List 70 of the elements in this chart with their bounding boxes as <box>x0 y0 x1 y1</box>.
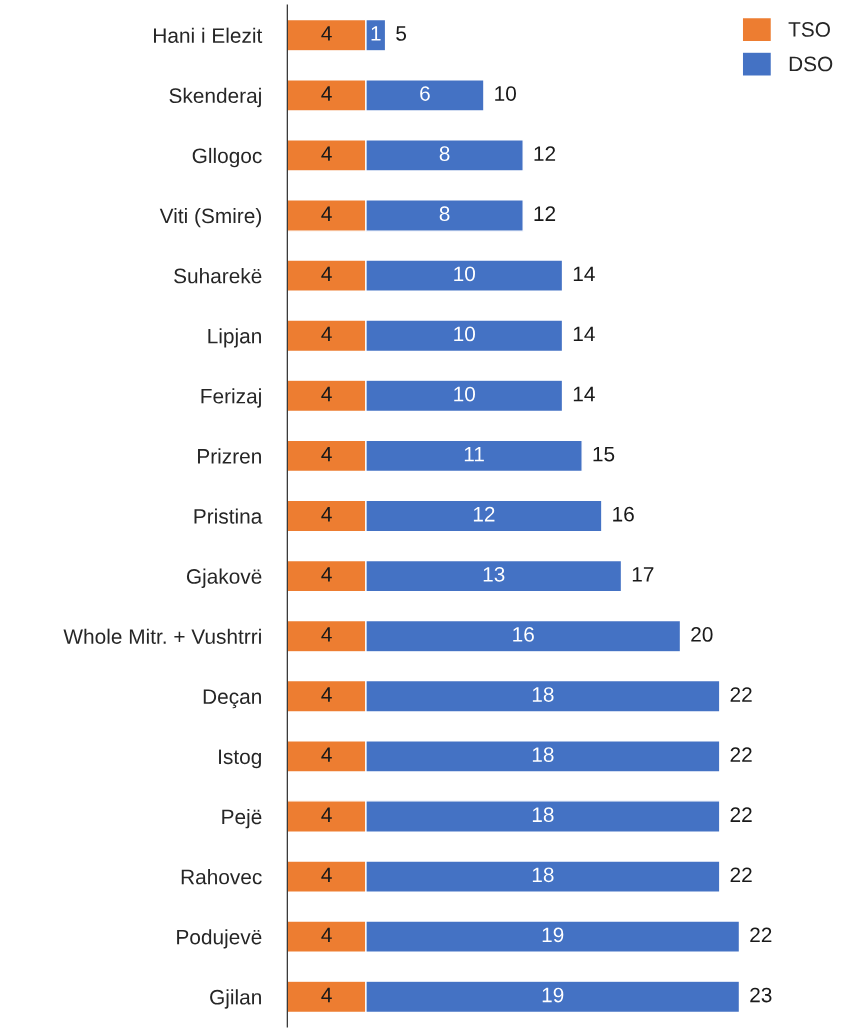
y-tick-label: Lipjan <box>208 328 261 348</box>
total-label: 5 <box>396 26 407 41</box>
total-label: 22 <box>730 687 752 702</box>
y-tick-label: Whole Mitr. + Vushtrri <box>63 628 261 644</box>
data-label: 4 <box>321 266 332 281</box>
data-label: 18 <box>532 747 554 762</box>
y-tick-label: Podujevë <box>177 929 262 949</box>
data-label: 18 <box>532 807 554 823</box>
data-label: 4 <box>321 747 332 762</box>
y-tick-label: Gjilan <box>210 989 261 1009</box>
data-label: 13 <box>483 566 505 582</box>
data-label: 18 <box>532 867 554 883</box>
total-label: 16 <box>613 506 634 522</box>
total-label: 23 <box>750 987 772 1003</box>
data-label: 4 <box>321 807 332 822</box>
total-label: 22 <box>730 807 752 822</box>
data-label: 8 <box>439 206 450 222</box>
data-label: 4 <box>321 927 332 943</box>
data-label: 4 <box>321 146 332 161</box>
total-label: 22 <box>730 867 752 882</box>
total-label: 12 <box>534 206 556 221</box>
data-label: 4 <box>321 627 332 642</box>
total-label: 15 <box>593 446 615 462</box>
data-label: 12 <box>473 506 495 522</box>
data-label: 4 <box>321 867 332 882</box>
y-tick-label: Deçan <box>203 689 261 709</box>
y-tick-label: Suharekë <box>174 268 262 284</box>
y-tick-label: Pejë <box>222 808 262 829</box>
total-label: 14 <box>573 266 595 281</box>
total-label: 14 <box>573 326 595 342</box>
data-label: 18 <box>532 687 554 702</box>
data-label: 10 <box>454 266 476 282</box>
y-tick-label: Gllogoc <box>192 147 262 168</box>
data-label: 11 <box>464 446 484 462</box>
data-label: 4 <box>321 86 332 101</box>
data-label: 6 <box>420 86 430 101</box>
data-label: 4 <box>321 326 332 342</box>
y-tick-label: Gjakovë <box>186 568 262 588</box>
y-tick-label: Rahovec <box>181 869 262 885</box>
total-label: 17 <box>632 567 654 582</box>
data-label: 4 <box>321 26 332 41</box>
data-label: 19 <box>542 987 564 1003</box>
data-label: 10 <box>454 386 476 402</box>
y-tick-label: Pristina <box>194 508 263 524</box>
data-label: 4 <box>321 687 332 702</box>
data-label: 10 <box>454 326 476 342</box>
legend-label: TSO <box>788 22 830 37</box>
y-tick-label: Istog <box>219 749 261 769</box>
total-label: 14 <box>573 386 595 402</box>
data-label: 4 <box>321 507 332 522</box>
total-label: 22 <box>730 747 752 762</box>
y-tick-label: Viti (Smire) <box>159 207 262 228</box>
data-label: 4 <box>321 446 332 462</box>
data-label: 19 <box>542 927 564 943</box>
data-label: 1 <box>371 26 381 41</box>
data-label: 4 <box>321 386 332 402</box>
y-tick-label: Ferizaj <box>201 388 261 408</box>
total-label: 12 <box>534 146 556 161</box>
data-label: 4 <box>321 567 332 582</box>
y-tick-label: Hani i Elezit <box>154 27 263 43</box>
data-label: 4 <box>321 987 332 1003</box>
data-label: 4 <box>321 206 332 221</box>
data-label: 16 <box>513 627 534 642</box>
y-tick-label: Prizren <box>198 448 261 464</box>
y-tick-label: Skenderaj <box>169 87 261 108</box>
data-label: 8 <box>439 146 450 161</box>
legend-label: DSO <box>789 56 833 72</box>
total-label: 20 <box>691 627 713 642</box>
total-label: 10 <box>495 86 516 101</box>
total-label: 22 <box>750 927 772 943</box>
